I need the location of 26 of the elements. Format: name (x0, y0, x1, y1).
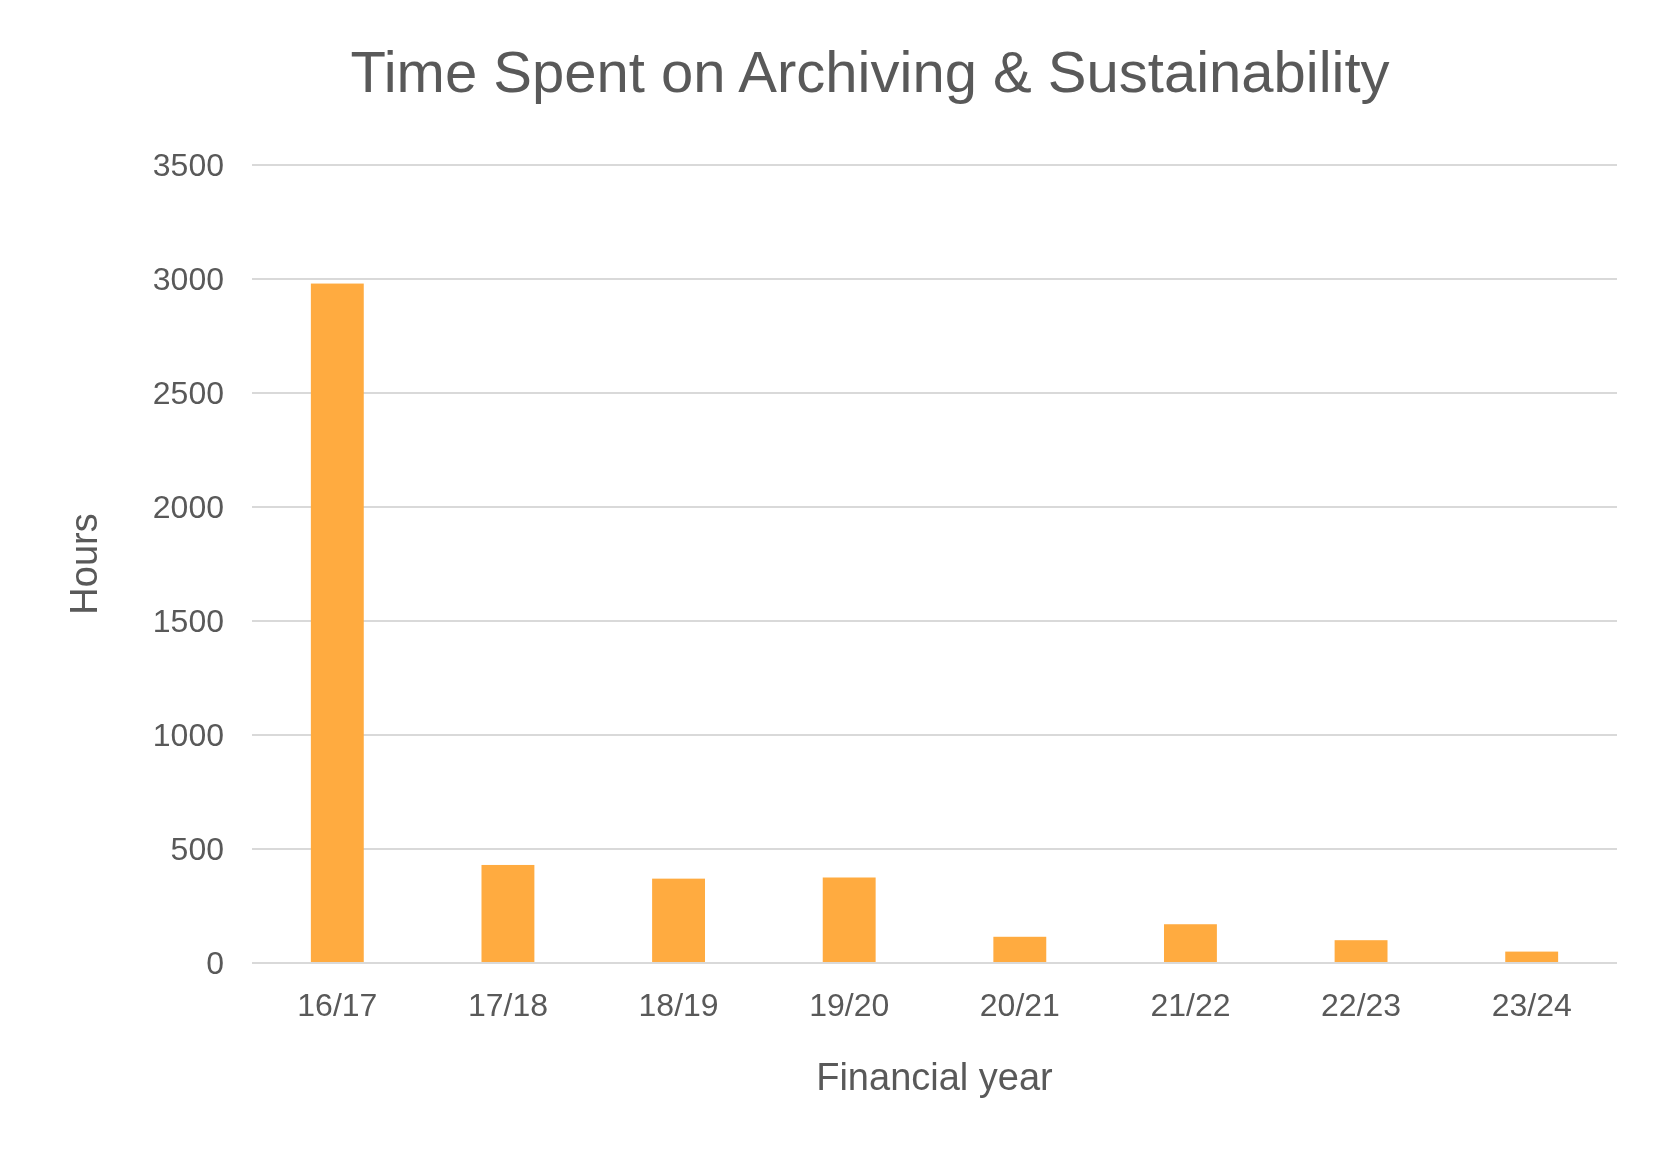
x-axis-title: Financial year (816, 1056, 1054, 1098)
x-tick-label: 22/23 (1321, 986, 1402, 1023)
x-tick-label: 23/24 (1491, 986, 1572, 1023)
y-axis-title: Hours (63, 513, 105, 615)
x-tick-label: 18/19 (638, 986, 719, 1023)
bar (993, 936, 1047, 963)
y-tick-label: 1500 (152, 602, 224, 639)
x-tick-label: 21/22 (1150, 986, 1231, 1023)
x-tick-label: 17/18 (467, 986, 548, 1023)
y-tick-label: 3500 (152, 146, 224, 183)
bar (310, 283, 364, 963)
y-tick-label: 2000 (152, 488, 224, 525)
chart-title: Time Spent on Archiving & Sustainability (350, 39, 1390, 104)
y-tick-label: 500 (170, 830, 224, 867)
y-tick-label: 0 (206, 944, 224, 981)
x-tick-label: 16/17 (297, 986, 378, 1023)
y-tick-label: 2500 (152, 374, 224, 411)
bar (652, 878, 706, 963)
bar (1163, 924, 1217, 963)
bar (481, 864, 535, 963)
x-tick-label: 19/20 (809, 986, 890, 1023)
bar (1334, 940, 1388, 963)
bar (822, 877, 876, 963)
y-tick-label: 3000 (152, 260, 224, 297)
y-tick-label: 1000 (152, 716, 224, 753)
x-tick-label: 20/21 (979, 986, 1060, 1023)
